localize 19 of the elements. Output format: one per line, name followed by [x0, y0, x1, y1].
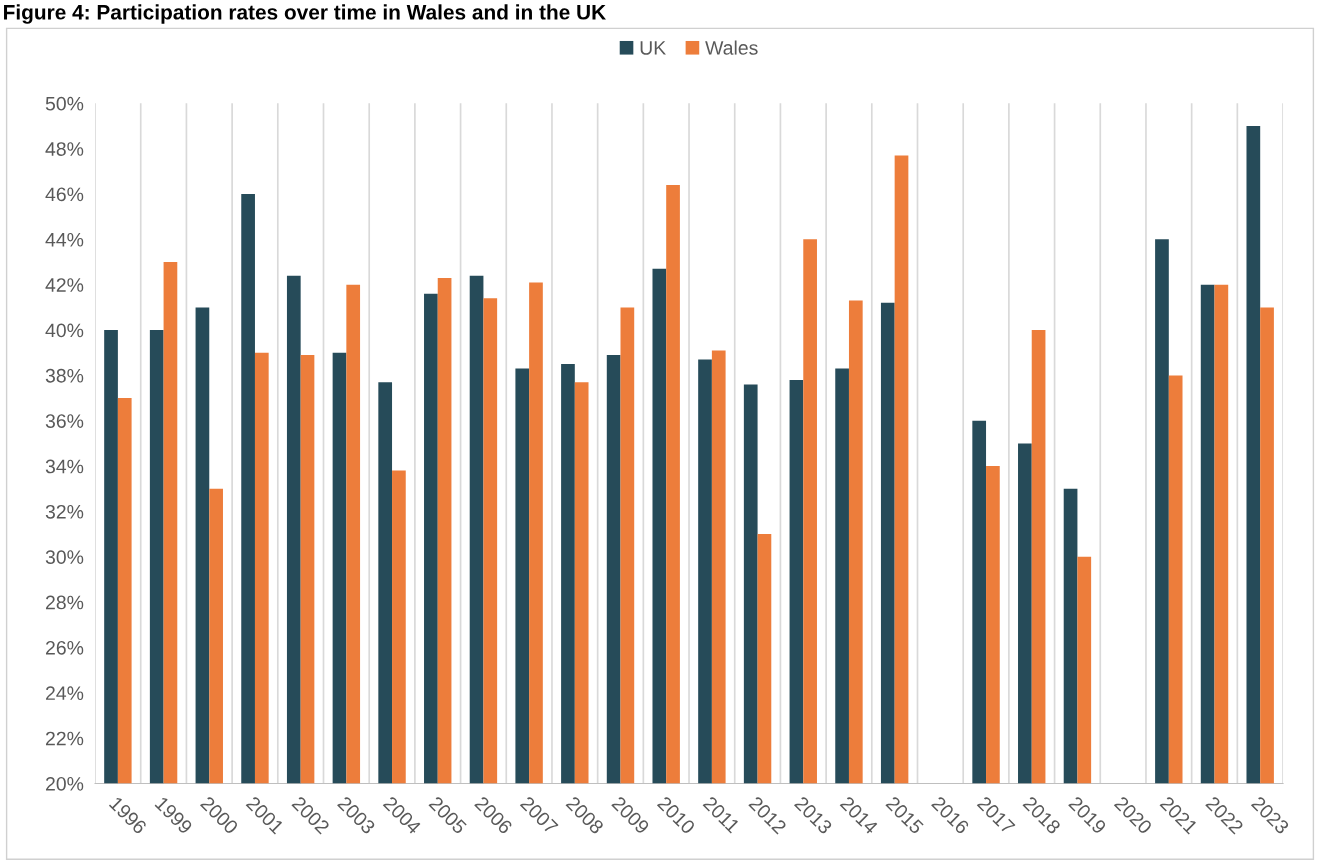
y-tick-label: 40%	[45, 323, 84, 338]
y-tick-label: 36%	[45, 414, 84, 428]
y-tick-label: 30%	[45, 550, 84, 565]
y-tick-label: 22%	[45, 731, 84, 746]
y-tick-label: 44%	[45, 232, 84, 247]
y-tick-label: 20%	[45, 776, 84, 791]
y-tick-label: 50%	[45, 96, 84, 111]
y-tick-label: 42%	[45, 278, 84, 292]
y-tick-label: 26%	[45, 640, 84, 655]
y-tick-label: 38%	[45, 368, 84, 383]
chart-title: Figure 4: Participation rates over time in Wales and in the UK	[4, 4, 606, 24]
y-tick-label: 48%	[45, 142, 84, 156]
legend-label: UK	[640, 41, 666, 55]
y-tick-label: 28%	[45, 595, 84, 610]
y-tick-label: 32%	[45, 504, 84, 519]
y-tick-label: 46%	[45, 187, 84, 202]
y-tick-label: 24%	[45, 686, 84, 700]
legend-label: Wales	[705, 40, 758, 55]
y-tick-label: 34%	[45, 459, 84, 474]
